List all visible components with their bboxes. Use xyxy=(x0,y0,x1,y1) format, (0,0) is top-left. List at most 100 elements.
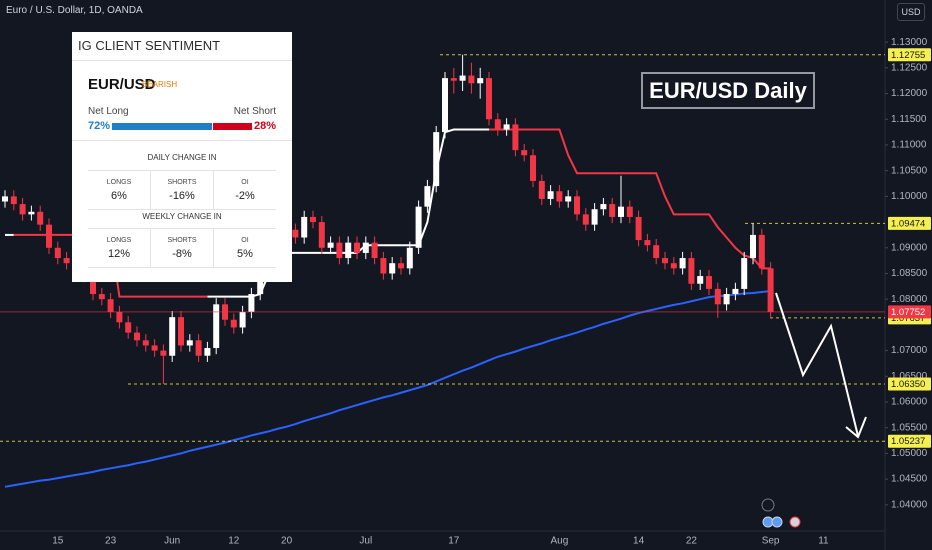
candle-body xyxy=(178,317,184,346)
y-tick-label: 1.04500 xyxy=(891,474,928,485)
candle-body xyxy=(362,242,369,253)
divider xyxy=(72,60,292,61)
x-tick-label: 17 xyxy=(448,536,460,547)
candle-body xyxy=(107,299,114,313)
level-label: 1.09474 xyxy=(891,218,925,229)
candle-body xyxy=(626,206,633,217)
candle-body xyxy=(494,119,501,130)
indicator-line xyxy=(489,128,771,270)
candle-body xyxy=(213,304,220,349)
candle-body xyxy=(618,206,624,217)
candle-body xyxy=(336,242,343,259)
candle-body xyxy=(662,258,668,264)
candle-body xyxy=(600,204,607,210)
y-tick-label: 1.06500 xyxy=(891,371,928,382)
candle-body xyxy=(459,75,466,81)
x-tick-label: Jun xyxy=(164,536,180,547)
event-icon[interactable] xyxy=(789,516,801,528)
y-tick-label: 1.11000 xyxy=(891,140,927,151)
level-box xyxy=(888,434,931,448)
candle-body xyxy=(424,186,431,207)
candle-body xyxy=(750,234,756,259)
y-tick-label: 1.06000 xyxy=(891,397,928,408)
candle-body xyxy=(125,322,132,333)
currency-button[interactable]: USD xyxy=(897,3,925,21)
symbol-info: Euro / U.S. Dollar, 1D, OANDA xyxy=(6,5,143,16)
sentiment-segment xyxy=(112,123,213,130)
candle-body xyxy=(195,340,202,356)
candle-body xyxy=(301,216,308,238)
bias: BEARISH xyxy=(142,80,178,89)
level-box xyxy=(888,48,931,62)
x-tick-label: 11 xyxy=(818,536,829,547)
y-tick-label: 1.13000 xyxy=(891,37,928,48)
col-head: SHORTS xyxy=(167,179,197,186)
last-price-box xyxy=(888,305,931,319)
candle-body xyxy=(389,263,396,274)
candle-body xyxy=(503,124,510,130)
sentiment-segment xyxy=(212,123,252,130)
candle-body xyxy=(2,196,8,202)
candle-body xyxy=(248,294,255,313)
candle-body xyxy=(327,242,334,248)
candle-body xyxy=(758,234,765,269)
candle-body xyxy=(530,155,536,181)
candle-body xyxy=(98,294,105,300)
candle-body xyxy=(160,350,167,356)
weekly-table: LONGS 12% SHORTS -8% OI 5% xyxy=(88,228,276,268)
candle-body xyxy=(142,340,149,346)
candle-body xyxy=(582,214,589,225)
candle-body xyxy=(151,345,158,351)
cell: LONGS 6% xyxy=(88,171,150,209)
candle-body xyxy=(354,242,360,253)
cell: LONGS 12% xyxy=(88,229,150,267)
candle-body xyxy=(292,229,299,238)
candle-body xyxy=(679,258,686,269)
candle-body xyxy=(54,247,61,259)
projection-arrow xyxy=(775,292,859,437)
candle-body xyxy=(565,196,572,202)
candle-body xyxy=(574,196,580,215)
candle-body xyxy=(398,263,404,269)
candle-body xyxy=(433,132,440,187)
candle-body xyxy=(538,180,545,199)
event-icon[interactable] xyxy=(761,498,775,512)
pair: EUR/USD xyxy=(88,76,156,93)
level-label: 1.12755 xyxy=(891,50,925,61)
candle-body xyxy=(10,196,17,205)
y-tick-label: 1.09000 xyxy=(891,242,928,253)
col-head: SHORTS xyxy=(167,237,197,244)
candle-body xyxy=(670,263,677,269)
projection-arrow-head xyxy=(845,416,867,439)
candle-body xyxy=(37,211,44,225)
candle-body xyxy=(134,332,140,341)
candle-body xyxy=(310,216,316,223)
x-tick-label: 22 xyxy=(686,536,698,547)
short-pct: 28% xyxy=(253,120,276,132)
col-head: LONGS xyxy=(106,179,132,186)
candle-body xyxy=(318,222,325,248)
cell: SHORTS -16% xyxy=(150,171,213,209)
y-tick-label: 1.12500 xyxy=(891,62,928,73)
candle-body xyxy=(697,276,704,284)
col-value: 12% xyxy=(107,248,131,260)
y-tick-label: 1.07000 xyxy=(891,345,928,356)
candle-body xyxy=(723,294,730,305)
y-tick-label: 1.08500 xyxy=(891,268,928,279)
y-tick-label: 1.11500 xyxy=(891,114,927,125)
x-tick-label: Jul xyxy=(359,536,372,547)
long-label: Net Long xyxy=(88,106,129,117)
candle-body xyxy=(46,224,52,248)
plot xyxy=(0,54,885,488)
weekly-heading: WEEKLY CHANGE IN xyxy=(142,212,222,221)
divider xyxy=(72,140,292,141)
candle-body xyxy=(230,319,237,328)
price-axis xyxy=(885,0,932,550)
candle-body xyxy=(380,258,387,274)
event-icon[interactable] xyxy=(771,516,783,528)
candle-body xyxy=(547,191,554,199)
cell: OI 5% xyxy=(213,229,276,267)
x-tick-label: 12 xyxy=(228,536,240,547)
